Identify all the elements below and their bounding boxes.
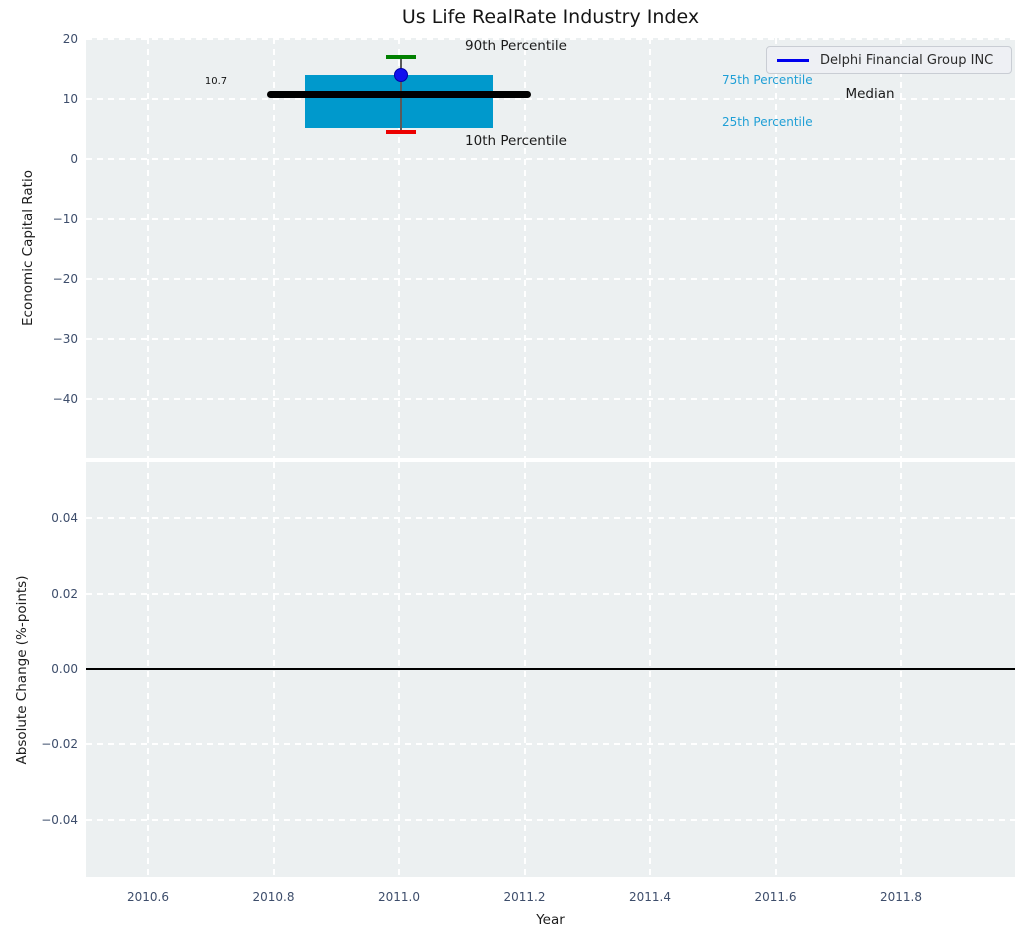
p10-cap	[386, 130, 416, 134]
gridline	[86, 743, 1015, 745]
median-label: Median	[845, 86, 895, 102]
p90-cap	[386, 55, 416, 59]
xtick-label: 2011.6	[754, 890, 797, 904]
xtick-label: 2011.0	[378, 890, 420, 904]
p75-label: 75th Percentile	[722, 73, 813, 87]
xtick-label: 2010.6	[127, 890, 169, 904]
gridline	[900, 462, 902, 877]
top-y-axis-label: Economic Capital Ratio	[20, 170, 36, 326]
xtick-label: 2011.2	[503, 890, 546, 904]
median-value-label: 10.7	[204, 76, 228, 87]
company-marker	[394, 68, 408, 82]
ytick-label: −10	[52, 212, 78, 226]
ytick-label: 20	[62, 32, 78, 46]
ytick-label: 0.00	[51, 662, 78, 676]
ytick-label: 0.02	[51, 587, 78, 601]
gridline	[775, 462, 777, 877]
gridline	[398, 462, 400, 877]
p90-label: 90th Percentile	[465, 38, 567, 54]
gridline	[147, 38, 149, 458]
legend-line-icon	[777, 58, 809, 62]
p25-label: 25th Percentile	[722, 115, 813, 129]
zero-change-line	[86, 667, 1015, 670]
gridline	[147, 462, 149, 877]
gridline	[524, 462, 526, 877]
gridline	[86, 517, 1015, 519]
top-axes: 90th Percentile 10th Percentile 10.7 75t…	[86, 38, 1015, 458]
median-line	[267, 91, 531, 98]
gridline	[273, 462, 275, 877]
ytick-label: −40	[52, 392, 78, 406]
gridline	[649, 38, 651, 458]
ytick-label: −20	[52, 272, 78, 286]
ytick-label: −30	[52, 332, 78, 346]
bottom-y-axis-label: Absolute Change (%-points)	[14, 575, 30, 765]
gridline	[86, 593, 1015, 595]
gridline	[524, 38, 526, 458]
ytick-label: −0.04	[41, 813, 78, 827]
ytick-label: 10	[62, 92, 78, 106]
gridline	[86, 38, 1015, 40]
ytick-label: −0.02	[41, 737, 78, 751]
xtick-label: 2010.8	[252, 890, 295, 904]
x-axis-label: Year	[536, 912, 565, 928]
gridline	[775, 38, 777, 458]
gridline	[649, 462, 651, 877]
gridline	[273, 38, 275, 458]
gridline	[398, 38, 400, 458]
gridline	[86, 278, 1015, 280]
xtick-label: 2011.4	[629, 890, 671, 904]
gridline	[86, 98, 1015, 100]
gridline	[86, 819, 1015, 821]
legend: Delphi Financial Group INC	[766, 46, 1012, 74]
gridline	[86, 158, 1015, 160]
p10-label: 10th Percentile	[465, 133, 567, 149]
legend-label: Delphi Financial Group INC	[820, 52, 994, 68]
bottom-axes	[86, 462, 1015, 877]
ytick-label: 0.04	[51, 511, 78, 525]
gridline	[900, 38, 902, 458]
interquartile-box	[305, 75, 493, 128]
gridline	[86, 338, 1015, 340]
gridline	[86, 398, 1015, 400]
chart-title: Us Life RealRate Industry Index	[401, 6, 700, 28]
xtick-label: 2011.8	[880, 890, 922, 904]
ytick-label: 0	[70, 152, 78, 166]
gridline	[86, 218, 1015, 220]
